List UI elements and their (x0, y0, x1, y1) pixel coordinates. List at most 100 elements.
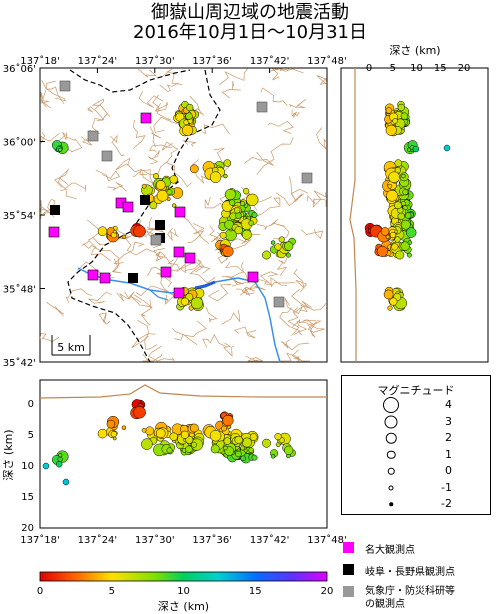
earthquake-marker (153, 173, 159, 180)
earthquake-marker (383, 289, 394, 300)
earthquake-marker (274, 243, 282, 251)
earthquake-marker (155, 428, 166, 439)
earthquake-marker (219, 231, 227, 239)
earthquake-marker (42, 462, 50, 470)
earthquake-marker (186, 103, 194, 112)
bottom-depth-tick: 5 (28, 430, 34, 441)
epicenter-map: 5 km (39, 67, 328, 363)
earthquake-marker (412, 145, 420, 153)
earthquake-marker (234, 435, 243, 444)
earthquake-marker (387, 305, 393, 311)
earthquake-marker (166, 189, 173, 196)
seismic-stations (48, 80, 313, 308)
colorbar-tick: 0 (37, 586, 43, 597)
earthquake-marker (394, 236, 401, 243)
earthquake-marker (241, 229, 252, 240)
magnitude-circle-icon (384, 415, 398, 428)
bottom-lon-tick: 137˚24' (78, 534, 118, 546)
nagoya-station-marker (48, 226, 60, 238)
earthquake-marker (394, 159, 402, 167)
earthquake-marker (224, 188, 236, 201)
magnitude-circle-icon (383, 397, 399, 413)
earthquake-marker (380, 227, 390, 236)
earthquake-marker (166, 447, 173, 454)
bottom-lon-tick: 137˚48' (307, 534, 347, 546)
map-earthquakes (51, 100, 296, 312)
magnitude-legend-row: -2 (342, 495, 490, 513)
jma-station-marker (256, 101, 268, 113)
earthquake-marker (389, 297, 398, 306)
earthquake-marker (270, 454, 276, 459)
earthquake-marker (389, 231, 397, 239)
magnitude-legend-label: -2 (441, 497, 452, 510)
earthquake-marker (405, 227, 417, 238)
earthquake-marker (240, 455, 246, 462)
lat-tick-label: 35˚42' (3, 357, 36, 369)
lat-tick-label: 36˚06' (3, 63, 36, 75)
earthquake-marker (397, 212, 405, 220)
earthquake-marker (58, 453, 63, 458)
earthquake-marker (270, 240, 276, 245)
jma-station-marker (101, 150, 113, 162)
jma-station-marker (150, 234, 162, 246)
earthquake-marker (400, 201, 406, 206)
earthquake-marker (404, 212, 412, 219)
earthquake-marker (387, 183, 393, 189)
earthquake-marker (394, 229, 399, 234)
gifu-nagano-station-marker (128, 273, 138, 283)
magnitude-circle-icon (389, 502, 393, 506)
nagoya-station-marker (99, 272, 111, 284)
earthquake-marker (394, 201, 402, 210)
earthquake-marker (141, 427, 147, 433)
magnitude-legend-row: -1 (342, 479, 490, 497)
magnitude-circle-icon (385, 432, 397, 444)
magnitude-circle-icon (387, 467, 395, 475)
earthquake-marker (278, 236, 285, 243)
earthquake-marker (57, 456, 63, 462)
earthquake-marker (172, 203, 177, 208)
nagoya-station-marker (87, 269, 99, 281)
lat-tick-label: 35˚48' (3, 284, 36, 296)
magnitude-legend-label: 3 (445, 414, 452, 428)
earthquake-marker (262, 438, 271, 448)
earthquake-marker (385, 107, 393, 114)
lon-tick-label: 137˚48' (307, 55, 347, 67)
earthquake-marker (402, 189, 409, 196)
earthquake-marker (133, 406, 146, 419)
earthquake-marker (189, 164, 199, 174)
earthquake-marker (97, 226, 108, 236)
earthquake-marker (443, 144, 451, 152)
right-depth-label: 深さ (km) (389, 44, 440, 57)
earthquake-marker (55, 460, 63, 468)
earthquake-marker (246, 193, 259, 206)
earthquake-marker (191, 441, 197, 448)
earthquake-marker (141, 438, 153, 450)
bottom-depth-tick: 20 (21, 523, 34, 534)
earthquake-marker (223, 437, 232, 445)
date-range: 2016年10月1日〜10月31日 (133, 22, 367, 43)
jma-station-marker (87, 130, 99, 142)
earthquake-marker (222, 245, 234, 257)
jma-station-marker (59, 80, 71, 92)
colorbar-tick: 5 (109, 586, 115, 597)
bottom-depth-tick: 10 (21, 461, 34, 472)
magnitude-legend: マグニチュード 4 3 2 1 0 -1 -2 (341, 375, 491, 515)
legend-jma-nied-station: 気象庁・防災科研等 の観測点 (343, 585, 498, 613)
scale-label: 5 km (57, 341, 85, 354)
bottom-depth-tick: 15 (21, 492, 34, 503)
longitude-ticks-top: 137˚18' 137˚24' 137˚30' 137˚36' 137˚42' 137˚4… (20, 55, 347, 73)
earthquake-marker (234, 226, 243, 235)
earthquake-marker (221, 425, 227, 432)
earthquake-marker (386, 189, 398, 202)
earthquake-marker (406, 147, 412, 152)
nagoya-station-marker (184, 252, 196, 264)
earthquake-marker (169, 175, 178, 184)
earthquake-marker (284, 241, 294, 251)
lon-tick-label: 137˚30' (135, 55, 175, 67)
earthquake-marker (395, 250, 405, 260)
earthquake-marker (185, 112, 193, 120)
earthquake-marker (97, 428, 108, 439)
magnitude-legend-label: 1 (445, 447, 452, 461)
earthquake-marker (156, 189, 169, 202)
